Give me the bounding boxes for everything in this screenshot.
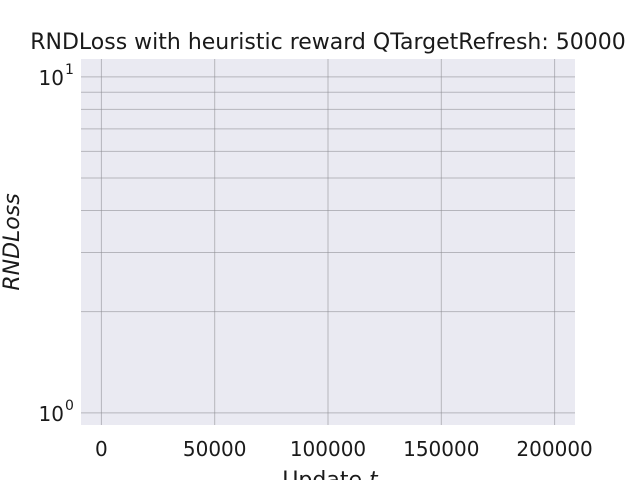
y-tick-exponent: 1 xyxy=(65,62,74,78)
y-tick-label: 10 xyxy=(39,402,64,426)
chart-title: RNDLoss with heuristic reward QTargetRef… xyxy=(30,30,626,55)
x-tick-label: 150000 xyxy=(403,437,479,461)
x-tick-label: 50000 xyxy=(183,437,247,461)
y-axis-label: RNDLoss xyxy=(0,193,25,290)
x-tick-labels: 0 50000 100000 150000 200000 xyxy=(95,437,593,461)
x-tick-label: 200000 xyxy=(516,437,592,461)
x-axis-label-var: t xyxy=(369,468,379,480)
grid-lines xyxy=(81,59,575,425)
x-tick-label: 100000 xyxy=(290,437,366,461)
y-tick-exponent: 0 xyxy=(65,398,74,414)
x-axis-label-text: Update xyxy=(282,468,362,480)
x-axis-label: Update t xyxy=(282,468,379,480)
y-tick-label: 10 xyxy=(39,66,64,90)
x-tick-label: 0 xyxy=(95,437,108,461)
